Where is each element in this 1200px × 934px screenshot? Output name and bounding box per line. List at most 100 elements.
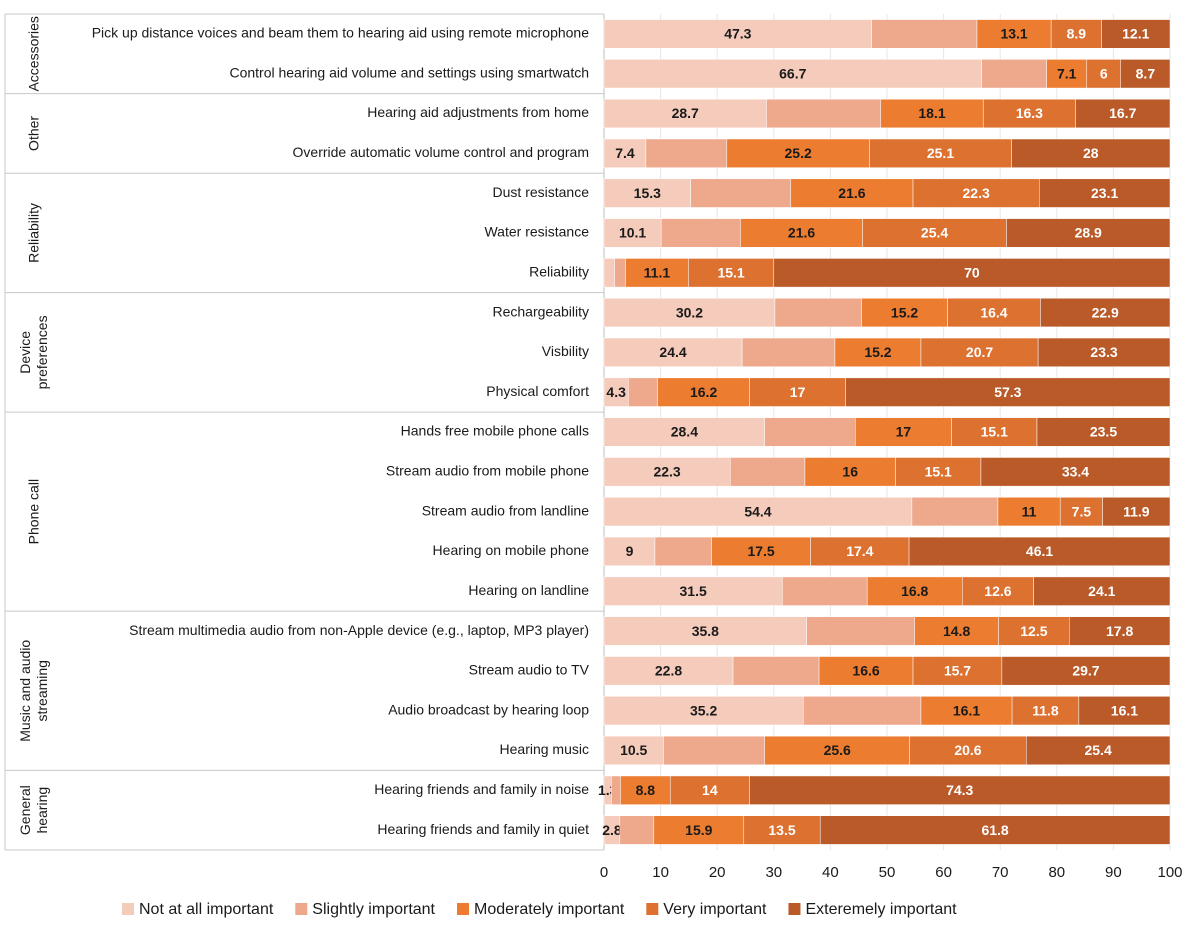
bar-segment	[669, 775, 750, 805]
bar-segment	[603, 218, 662, 248]
bar-segment	[998, 616, 1070, 646]
x-tick-label: 30	[765, 864, 782, 881]
data-label: 57.3	[994, 384, 1021, 400]
bar-segment	[611, 775, 621, 805]
bar-segment	[625, 258, 689, 288]
bar-segment	[740, 218, 863, 248]
data-label: 15.7	[944, 663, 971, 679]
data-label: 17.8	[1106, 623, 1133, 639]
legend-label: Exteremely important	[805, 901, 957, 918]
bar-segment	[1086, 59, 1122, 89]
legend-label: Very important	[663, 901, 767, 918]
group-label: preferences	[34, 315, 50, 389]
data-label: 35.8	[692, 623, 719, 639]
data-label: 16.2	[690, 384, 717, 400]
bar-segment	[774, 297, 862, 328]
bar-segment	[614, 258, 626, 288]
category-label: Stream audio from mobile phone	[386, 463, 589, 479]
category-label: Dust resistance	[493, 184, 590, 200]
bar-segment	[603, 258, 616, 288]
bar-segment	[920, 696, 1013, 726]
bar-segment	[1025, 735, 1171, 766]
x-tick-label: 50	[879, 864, 896, 881]
data-label: 15.3	[634, 185, 661, 201]
bar-segment	[911, 497, 999, 527]
data-label: 15.1	[925, 464, 952, 480]
data-label: 11	[1022, 503, 1037, 519]
x-tick-label: 40	[822, 864, 839, 881]
legend-swatch	[457, 903, 469, 915]
data-label: 16.3	[1016, 105, 1043, 121]
bar-segment	[1039, 178, 1171, 208]
bar-segment	[620, 775, 671, 805]
bar-segment	[1050, 19, 1102, 49]
data-label: 14	[702, 782, 718, 798]
data-label: 12.5	[1020, 623, 1047, 639]
bar-segment	[766, 98, 882, 129]
category-label: Physical comfort	[486, 383, 589, 399]
bar-segment	[980, 457, 1171, 487]
group-label: Reliability	[26, 203, 42, 263]
data-label: 54.4	[744, 503, 771, 519]
bar-segment	[603, 696, 804, 726]
data-label: 29.7	[1072, 663, 1099, 679]
data-label: 20.7	[966, 344, 993, 360]
bar-segment	[773, 258, 1171, 288]
data-label: 17	[790, 384, 806, 400]
bar-segment	[818, 656, 914, 686]
bar-segment	[1033, 576, 1171, 606]
bar-segment	[1036, 417, 1171, 447]
bar-segment	[790, 178, 914, 208]
data-label: 17.4	[846, 543, 873, 559]
bar-segment	[603, 735, 664, 766]
data-label: 25.6	[824, 742, 851, 758]
group-label: Phone call	[26, 479, 42, 544]
x-tick-label: 90	[1105, 864, 1122, 881]
bar-segment	[1078, 696, 1171, 726]
legend-swatch	[788, 903, 801, 915]
bar-segment	[862, 218, 1007, 248]
bar-segment	[603, 576, 783, 606]
bar-segment	[1011, 138, 1171, 168]
group-label: Other	[26, 116, 42, 151]
data-label: 24.4	[659, 344, 686, 360]
category-label: Hearing music	[500, 741, 589, 757]
data-label: 8.9	[1067, 26, 1087, 42]
data-label: 17.5	[747, 543, 774, 559]
data-label: 4.3	[606, 384, 626, 400]
bar-segment	[603, 497, 913, 527]
data-label: 2.8	[602, 822, 622, 838]
legend-swatch	[295, 903, 308, 915]
bar-segment	[663, 735, 765, 766]
data-label: 25.4	[921, 225, 948, 241]
data-label: 9	[626, 543, 634, 559]
data-label: 23.1	[1091, 185, 1118, 201]
bar-segment	[603, 417, 765, 447]
bar-segment	[962, 576, 1034, 606]
x-tick-label: 60	[935, 864, 952, 881]
data-label: 74.3	[946, 782, 973, 798]
data-label: 46.1	[1026, 543, 1053, 559]
bar-segment	[729, 457, 806, 487]
bar-segment	[912, 656, 1003, 686]
data-label: 13.5	[768, 822, 795, 838]
bar-segment	[1075, 98, 1171, 129]
bar-segment	[981, 59, 1047, 89]
bar-segment	[1037, 337, 1171, 367]
bar-segment	[912, 178, 1040, 208]
data-label: 11.9	[1123, 503, 1150, 519]
bar-segment	[845, 377, 1171, 407]
bar-segment	[603, 377, 629, 407]
group-label: hearing	[34, 787, 50, 834]
bar-segment	[603, 178, 691, 208]
data-label: 25.1	[927, 145, 954, 161]
category-label: Hearing friends and family in quiet	[377, 821, 589, 837]
category-label: Hearing on landline	[468, 582, 589, 598]
bar-segment	[1120, 59, 1171, 89]
data-label: 15.1	[717, 264, 744, 280]
data-label: 23.3	[1090, 344, 1117, 360]
category-label: Stream multimedia audio from non-Apple d…	[129, 622, 589, 638]
bar-segment	[1102, 497, 1171, 527]
data-label: 13.1	[1000, 26, 1027, 42]
category-label: Override automatic volume control and pr…	[293, 144, 589, 160]
